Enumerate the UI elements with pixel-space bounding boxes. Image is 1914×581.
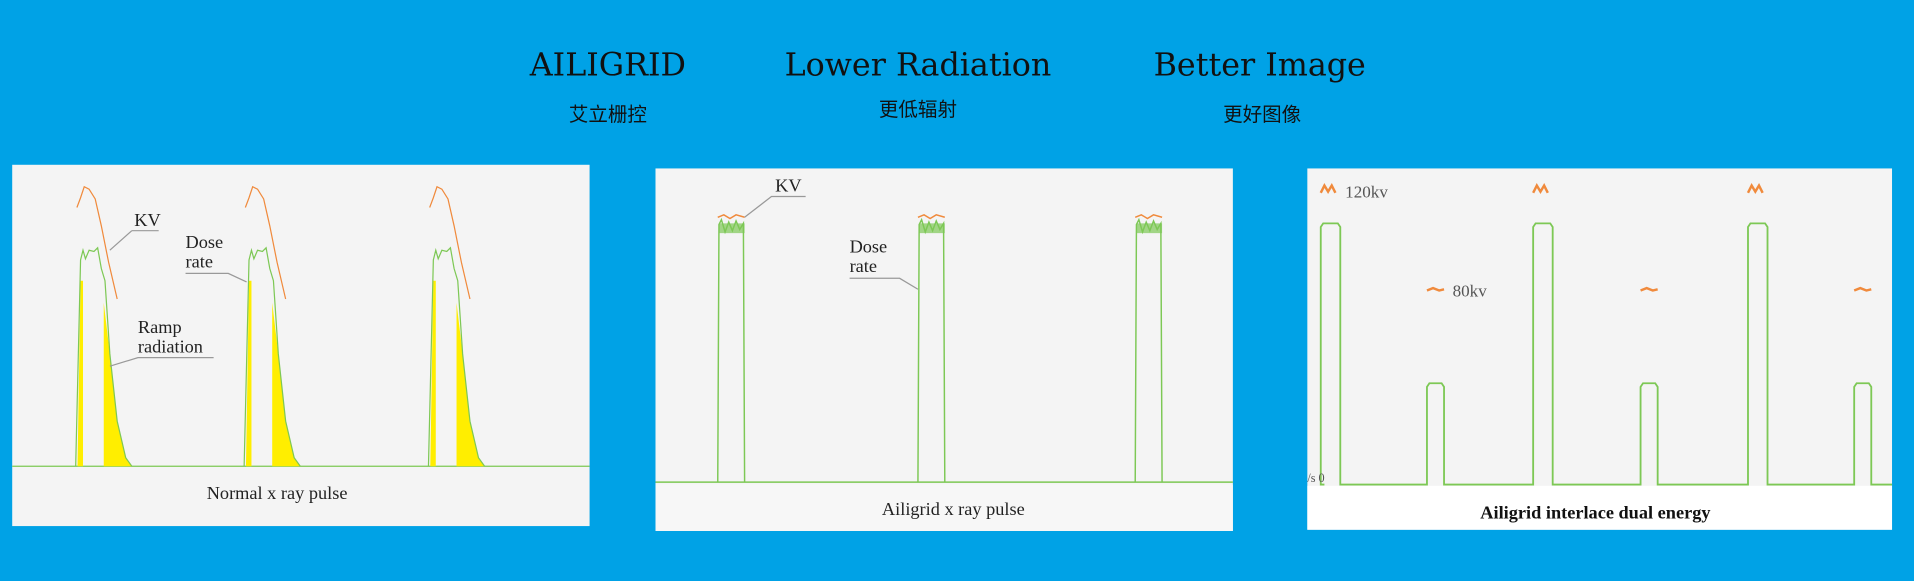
kv-leader-line xyxy=(109,230,159,251)
axis-zero-label: /s 0 xyxy=(1307,471,1324,485)
pulse-plot xyxy=(655,214,1233,483)
header-subtitle-better-image: 更好图像 xyxy=(1223,103,1301,126)
120kv-marker xyxy=(1319,182,1337,195)
dose-rate-curve xyxy=(243,246,301,467)
120kv-marker xyxy=(1532,182,1549,195)
caption-area xyxy=(655,484,1233,531)
kv-curve xyxy=(429,185,471,300)
ramp-fill-tail xyxy=(456,302,485,467)
panel-normal-pulse: KV Dose rate Ramp radiation Normal x ray… xyxy=(12,164,590,527)
dose-rate-label-line1: Dose xyxy=(850,237,888,257)
header-title-ailigrid: AILIGRID xyxy=(529,48,686,84)
80kv-marker xyxy=(1640,286,1658,292)
caption-area xyxy=(1307,485,1893,530)
ramp-label-line2: radiation xyxy=(138,337,203,357)
dose-rate-label-line1: Dose xyxy=(186,232,224,252)
ramp-fill-rise xyxy=(428,280,436,467)
120kv-label: 120kv xyxy=(1345,183,1388,202)
kv-curve xyxy=(244,185,287,300)
header-subtitle-ailigrid: 艾立栅控 xyxy=(569,103,647,126)
panel-caption: Ailigrid x ray pulse xyxy=(882,499,1025,519)
kv-curve xyxy=(76,185,118,300)
header-title-better-image: Better Image xyxy=(1154,48,1366,84)
kv-trace xyxy=(917,214,945,220)
ramp-label-line1: Ramp xyxy=(138,317,182,337)
panel-background xyxy=(1307,168,1893,530)
panel-caption: Normal x ray pulse xyxy=(207,483,348,503)
kv-leader-line xyxy=(744,195,806,218)
kv-trace xyxy=(1134,214,1163,220)
dose-leader-line xyxy=(849,277,919,290)
ramp-fill-rise xyxy=(75,280,84,467)
dose-rate-curve xyxy=(75,246,133,467)
panel-caption: Ailigrid interlace dual energy xyxy=(1480,503,1710,523)
dose-rate-label-line2: rate xyxy=(186,251,213,271)
ramp-fill-tail xyxy=(103,302,132,467)
panel-ailigrid-pulse: KV Dose rate Ailigrid x ray pulse xyxy=(655,168,1233,531)
header-subtitle-lower-radiation: 更低辐射 xyxy=(879,98,957,121)
dose-rate-noise xyxy=(718,223,745,234)
kv-trace xyxy=(717,214,745,220)
dose-rate-noise xyxy=(1136,223,1163,234)
80kv-marker xyxy=(1853,286,1872,292)
kv-label: KV xyxy=(134,210,161,230)
ramp-fill-rise xyxy=(244,280,252,467)
panel-dual-energy: 120kv 80kv /s 0 Ailigrid interlace dual … xyxy=(1307,168,1893,530)
ramp-leader-line xyxy=(109,357,214,367)
dose-rate-curve xyxy=(1319,222,1893,486)
dose-rate-label-line2: rate xyxy=(850,256,877,276)
pulse-plot xyxy=(1319,182,1893,486)
header-title-lower-radiation: Lower Radiation xyxy=(785,48,1052,84)
dose-rate-noise xyxy=(919,223,945,234)
80kv-label: 80kv xyxy=(1453,282,1488,301)
panel-background xyxy=(12,164,590,527)
ramp-fill-tail xyxy=(272,302,301,467)
120kv-marker xyxy=(1746,182,1764,195)
80kv-marker xyxy=(1426,286,1445,292)
kv-label: KV xyxy=(775,176,802,196)
dose-rate-curve xyxy=(427,246,486,467)
pulse-plot xyxy=(12,185,590,467)
dose-leader-line xyxy=(185,272,247,283)
